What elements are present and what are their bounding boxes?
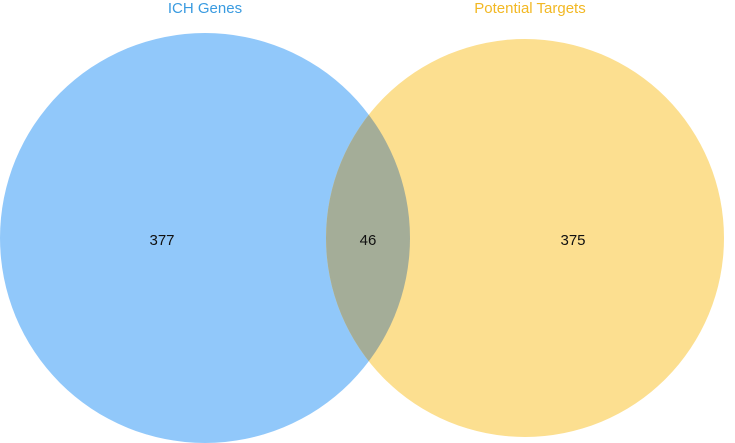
- set-circle-potential-targets: [326, 39, 724, 437]
- count-ich-genes-only: 377: [149, 232, 174, 249]
- count-overlap: 46: [360, 232, 377, 249]
- set-label-ich-genes: ICH Genes: [168, 0, 242, 17]
- set-circle-ich-genes: [0, 33, 410, 443]
- set-label-potential-targets: Potential Targets: [474, 0, 585, 17]
- count-potential-targets-only: 375: [560, 232, 585, 249]
